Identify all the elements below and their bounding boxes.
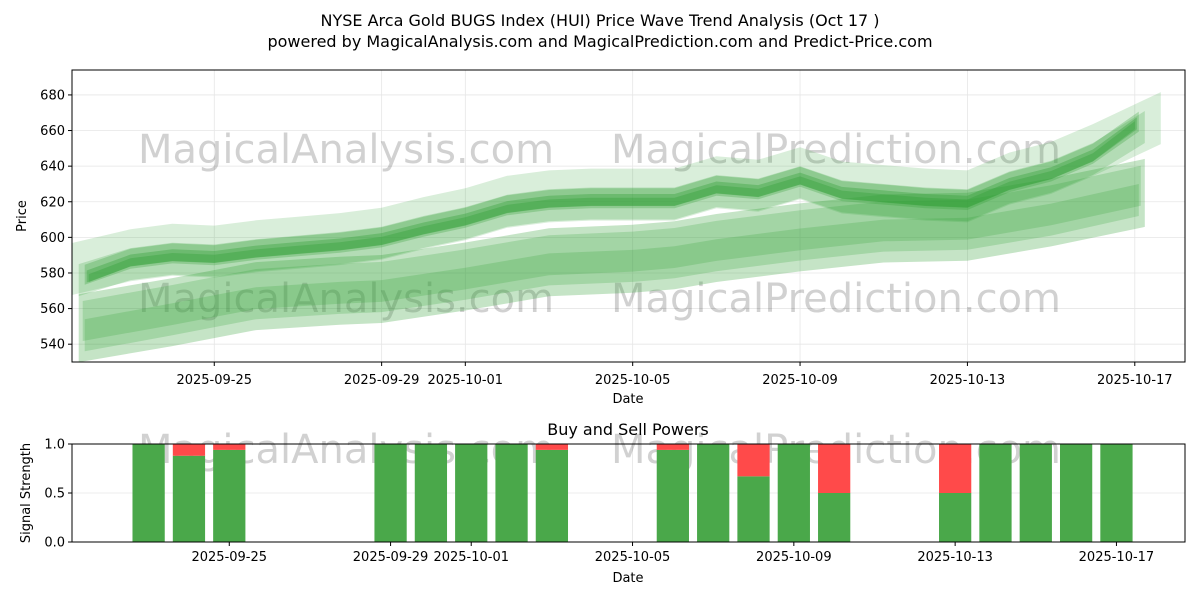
buy-bar-2025-10-08: [737, 476, 770, 542]
signal-x-tick-label: 2025-10-17: [1079, 550, 1155, 565]
buy-bar-2025-10-13: [939, 493, 972, 542]
buy-bar-2025-09-30: [414, 444, 448, 542]
watermark-4: MagicalPrediction.com: [611, 276, 1061, 322]
buy-bar-2025-10-09: [777, 444, 810, 542]
upper-wave-band-3: [84, 111, 1139, 285]
watermark-2: MagicalPrediction.com: [611, 127, 1061, 173]
signal-x-tick-label: 2025-09-29: [353, 550, 429, 565]
sell-bar-2025-10-10: [818, 444, 851, 493]
lower-wave-band-1: [78, 158, 1145, 362]
main-y-tick-label: 560: [40, 302, 65, 317]
main-y-tick-label: 660: [40, 124, 65, 139]
main-y-tick-label: 540: [40, 338, 65, 353]
signal-y-tick-label: 0.5: [44, 487, 65, 502]
signal-x-tick-label: 2025-09-25: [191, 550, 267, 565]
sell-bar-2025-10-13: [939, 444, 972, 493]
signal-x-axis-label: Date: [612, 571, 643, 586]
signal-axes: 0.0 0.5 1.0 2025-09-25 2025-09-29 2025-10-01 2…: [44, 438, 1154, 566]
main-x-axis-label: Date: [612, 392, 643, 407]
signal-y-tick-label: 1.0: [44, 438, 65, 453]
lower-wave-band-2: [82, 165, 1141, 341]
main-y-tick-label: 600: [40, 231, 65, 246]
main-x-tick-label: 2025-10-13: [930, 373, 1006, 388]
main-y-tick-label: 640: [40, 160, 65, 175]
main-y-tick-label: 620: [40, 195, 65, 210]
main-plot-frame: [71, 69, 1186, 363]
watermark-3: MagicalAnalysis.com: [138, 276, 554, 322]
main-y-axis-label: Price: [15, 200, 30, 232]
main-x-tick-label: 2025-09-25: [176, 373, 252, 388]
buy-bar-2025-09-23: [132, 444, 165, 542]
main-axes: 540 560 580 600 620 640 660 680 2025-09-25 2025-0…: [40, 88, 1172, 388]
chart-title-line2: powered by MagicalAnalysis.com and Magic…: [267, 32, 932, 51]
main-x-tick-label: 2025-10-09: [762, 373, 838, 388]
sell-bar-2025-10-08: [737, 444, 770, 477]
signal-chart-title: Buy and Sell Powers: [547, 420, 709, 439]
buy-bar-2025-10-03: [535, 449, 569, 542]
main-x-tick-label: 2025-10-17: [1097, 373, 1173, 388]
buy-bar-2025-10-10: [818, 493, 851, 542]
buy-bar-2025-10-15: [1019, 444, 1052, 542]
signal-bars: [132, 444, 1133, 542]
upper-wave-band-1: [72, 92, 1161, 296]
main-x-tick-label: 2025-10-01: [428, 373, 504, 388]
sell-bar-2025-09-24: [172, 444, 206, 456]
buy-bar-2025-10-02: [495, 444, 528, 542]
main-y-tick-label: 680: [40, 88, 65, 103]
signal-x-tick-label: 2025-10-09: [756, 550, 832, 565]
signal-x-tick-label: 2025-10-13: [917, 550, 993, 565]
signal-y-axis-label: Signal Strength: [19, 443, 34, 543]
main-x-tick-label: 2025-09-29: [344, 373, 420, 388]
buy-bar-2025-09-25: [213, 449, 246, 542]
upper-wave-band-5: [88, 121, 1135, 283]
signal-y-tick-label: 0.0: [44, 536, 65, 551]
signal-x-tick-label: 2025-10-01: [433, 550, 509, 565]
buy-bar-2025-09-29: [374, 444, 407, 542]
upper-wave-band-4: [86, 117, 1137, 283]
chart-title-line1: NYSE Arca Gold BUGS Index (HUI) Price Wa…: [321, 11, 880, 30]
buy-bar-2025-10-14: [979, 444, 1012, 542]
buy-bar-2025-09-24: [172, 455, 206, 542]
sell-bar-2025-10-06: [656, 444, 689, 450]
main-x-tick-label: 2025-10-05: [595, 373, 671, 388]
buy-bar-2025-10-16: [1059, 444, 1093, 542]
sell-bar-2025-10-03: [535, 444, 569, 450]
buy-bar-2025-10-06: [656, 449, 689, 542]
upper-wave-band-2: [78, 111, 1145, 297]
price-wave-bands: [72, 92, 1161, 362]
main-watermarks: MagicalAnalysis.com MagicalPrediction.co…: [138, 127, 1061, 322]
main-grid: [72, 70, 1185, 362]
buy-bar-2025-10-01: [455, 444, 488, 542]
buy-bar-2025-10-07: [697, 444, 730, 542]
signal-x-tick-label: 2025-10-05: [595, 550, 671, 565]
main-y-tick-label: 580: [40, 266, 65, 281]
buy-bar-2025-10-17: [1100, 444, 1133, 542]
watermark-1: MagicalAnalysis.com: [138, 127, 554, 173]
lower-wave-band-3: [84, 184, 1139, 352]
sell-bar-2025-09-25: [213, 444, 246, 450]
